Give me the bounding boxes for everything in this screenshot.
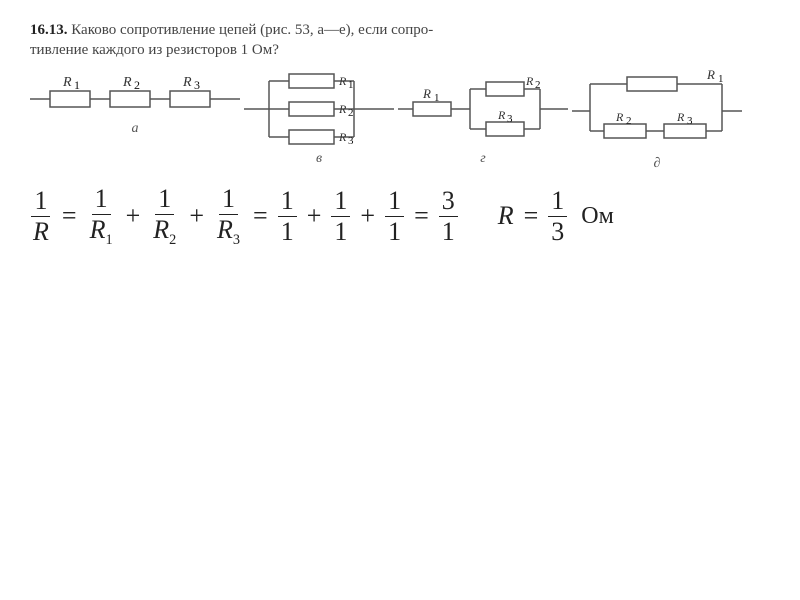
plus-1: + — [124, 201, 143, 231]
equals-3: = — [412, 201, 431, 231]
unit-ohm: Ом — [575, 203, 614, 230]
svg-text:R: R — [706, 69, 715, 82]
svg-text:R: R — [497, 108, 506, 122]
svg-text:3: 3 — [348, 135, 354, 147]
svg-text:1: 1 — [718, 73, 724, 85]
svg-text:R: R — [62, 75, 72, 90]
svg-text:R: R — [422, 86, 431, 101]
diagram-g-svg: R1 R2 R3 — [398, 69, 568, 149]
diagram-g: R1 R2 R3 г — [398, 69, 568, 167]
plus-3: + — [305, 201, 324, 231]
diagram-a: R1 R2 R3 а — [30, 69, 240, 137]
svg-text:3: 3 — [507, 113, 513, 125]
svg-text:2: 2 — [535, 79, 541, 91]
frac-1-over-R: 1 R — [30, 188, 52, 245]
svg-text:1: 1 — [74, 78, 80, 92]
diagram-d: R1 R2 R3 ∂ — [572, 69, 742, 172]
svg-text:R: R — [338, 102, 347, 116]
svg-text:R: R — [122, 75, 132, 90]
frac-3-over-1: 3 1 — [439, 188, 458, 245]
diagram-a-svg: R1 R2 R3 — [30, 69, 240, 119]
frac-1-over-3: 1 3 — [548, 188, 567, 245]
svg-text:1: 1 — [348, 79, 354, 91]
frac-1-over-R1: 1 R1 — [87, 186, 116, 247]
svg-text:R: R — [338, 130, 347, 144]
diagram-v-svg: R1 R2 R3 — [244, 69, 394, 149]
parallel-formula: 1 R = 1 R1 + 1 R2 + 1 R3 = 1 1 + 1 1 + 1 — [30, 186, 458, 247]
problem-line1: Каково сопротивление цепей (рис. 53, а—е… — [71, 22, 433, 38]
frac-1-over-R3: 1 R3 — [214, 186, 243, 247]
diagram-v-label: в — [316, 151, 322, 167]
frac-1-over-1-a: 1 1 — [278, 188, 297, 245]
problem-line2: тивление каждого из резисторов 1 Ом? — [30, 42, 279, 58]
problem-statement: 16.13. Каково сопротивление цепей (рис. … — [30, 20, 770, 61]
frac-1-over-R2: 1 R2 — [150, 186, 179, 247]
equals-4: = — [522, 201, 541, 231]
svg-text:R: R — [525, 74, 534, 88]
diagram-d-svg: R1 R2 R3 — [572, 69, 742, 154]
formula-row: 1 R = 1 R1 + 1 R2 + 1 R3 = 1 1 + 1 1 + 1 — [30, 186, 770, 247]
svg-text:2: 2 — [134, 78, 140, 92]
diagram-a-label: а — [132, 121, 139, 137]
frac-1-over-1-c: 1 1 — [385, 188, 404, 245]
svg-text:1: 1 — [434, 92, 440, 104]
problem-number: 16.13. — [30, 22, 68, 38]
svg-text:R: R — [615, 110, 624, 124]
diagram-v: R1 R2 R3 в — [244, 69, 394, 167]
equals-1: = — [60, 201, 79, 231]
plus-4: + — [358, 201, 377, 231]
diagrams-row: R1 R2 R3 а R1 R2 R3 в — [30, 69, 770, 172]
diagram-d-label: ∂ — [654, 156, 661, 172]
svg-text:3: 3 — [194, 78, 200, 92]
equals-2: = — [251, 201, 270, 231]
diagram-g-label: г — [480, 151, 485, 167]
svg-text:R: R — [182, 75, 192, 90]
svg-text:R: R — [676, 110, 685, 124]
plus-2: + — [187, 201, 206, 231]
R-symbol: R — [498, 201, 514, 231]
svg-text:3: 3 — [687, 115, 693, 127]
svg-text:2: 2 — [348, 107, 354, 119]
svg-text:2: 2 — [626, 115, 632, 127]
R-result: R = 1 3 Ом — [498, 188, 614, 245]
frac-1-over-1-b: 1 1 — [331, 188, 350, 245]
svg-text:R: R — [338, 74, 347, 88]
